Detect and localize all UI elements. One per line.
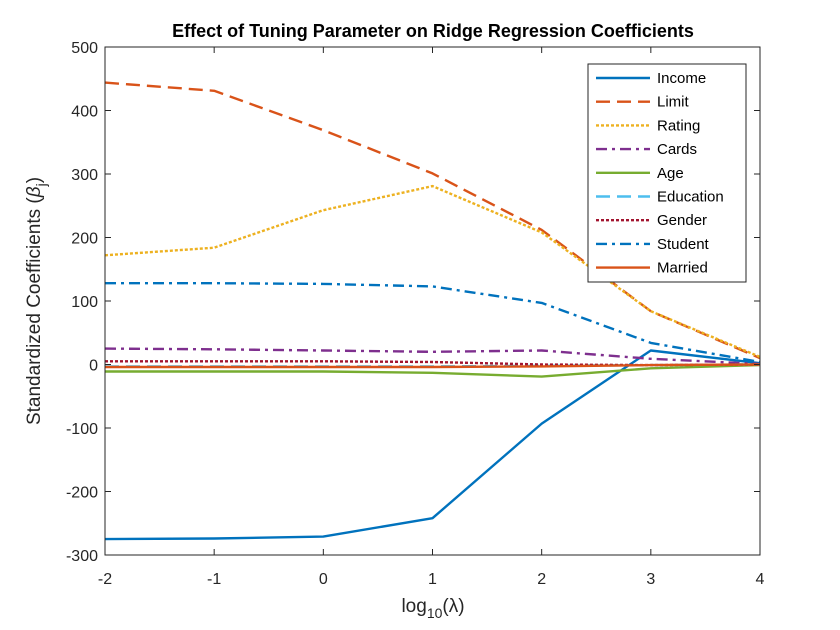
y-tick-label: 0	[89, 358, 98, 375]
legend-items: Income Limit Rating Cards Age Education Gender…	[596, 70, 724, 277]
legend-label-rating: Rating	[657, 117, 700, 134]
series-line-limit	[104, 81, 761, 360]
y-tick-label: 400	[71, 104, 98, 121]
legend-label-married: Married	[657, 260, 708, 277]
series-line-rating	[104, 184, 761, 359]
y-axis-label-suffix: )	[24, 177, 45, 183]
legend-label-limit: Limit	[657, 94, 690, 111]
y-axis-label-symbol: β	[24, 186, 45, 198]
x-tick-label: 3	[646, 571, 655, 588]
legend-label-gender: Gender	[657, 212, 707, 229]
y-axis-label-sub: j	[33, 183, 49, 187]
series-line-income	[104, 349, 761, 541]
x-tick-label: 4	[756, 571, 765, 588]
series-line-student	[105, 282, 761, 364]
y-axis-label: Standardized Coefficients (βj)	[24, 177, 49, 425]
y-tick-label: -200	[66, 485, 98, 502]
y-tick-label: -100	[66, 421, 98, 438]
x-axis-label: log10(λ)	[401, 596, 464, 621]
y-tick-label: -300	[66, 548, 98, 565]
x-tick-label: 1	[428, 571, 437, 588]
y-axis-label-prefix: Standardized Coefficients (	[24, 197, 45, 425]
y-tick-label: 200	[71, 231, 98, 248]
legend-label-income: Income	[657, 70, 706, 87]
series-line-married	[105, 363, 761, 369]
x-tick-label: 0	[319, 571, 328, 588]
series-line-age	[105, 363, 761, 378]
y-tick-label: 500	[71, 40, 98, 57]
ticks-layer: -2 -1 0 1 2 3 4 -300 -200 -100 0 100 200 300 400 500	[66, 40, 765, 588]
x-tick-label: -1	[207, 571, 221, 588]
x-axis-label-suffix: (λ)	[442, 596, 464, 617]
y-tick-label: 300	[71, 167, 98, 184]
y-tick-label: 100	[71, 294, 98, 311]
series-line-cards	[104, 347, 761, 366]
legend: Income Limit Rating Cards Age Education Gender…	[587, 63, 747, 283]
legend-label-student: Student	[657, 236, 710, 253]
chart-title: Effect of Tuning Parameter on Ridge Regr…	[172, 21, 694, 41]
x-tick-label: 2	[537, 571, 546, 588]
legend-label-cards: Cards	[657, 141, 697, 158]
legend-label-age: Age	[657, 165, 684, 182]
series-layer	[104, 81, 761, 541]
legend-label-education: Education	[657, 189, 724, 206]
x-axis-label-prefix: log	[401, 596, 426, 617]
x-axis-label-sub: 10	[427, 605, 443, 621]
x-tick-label: -2	[98, 571, 112, 588]
